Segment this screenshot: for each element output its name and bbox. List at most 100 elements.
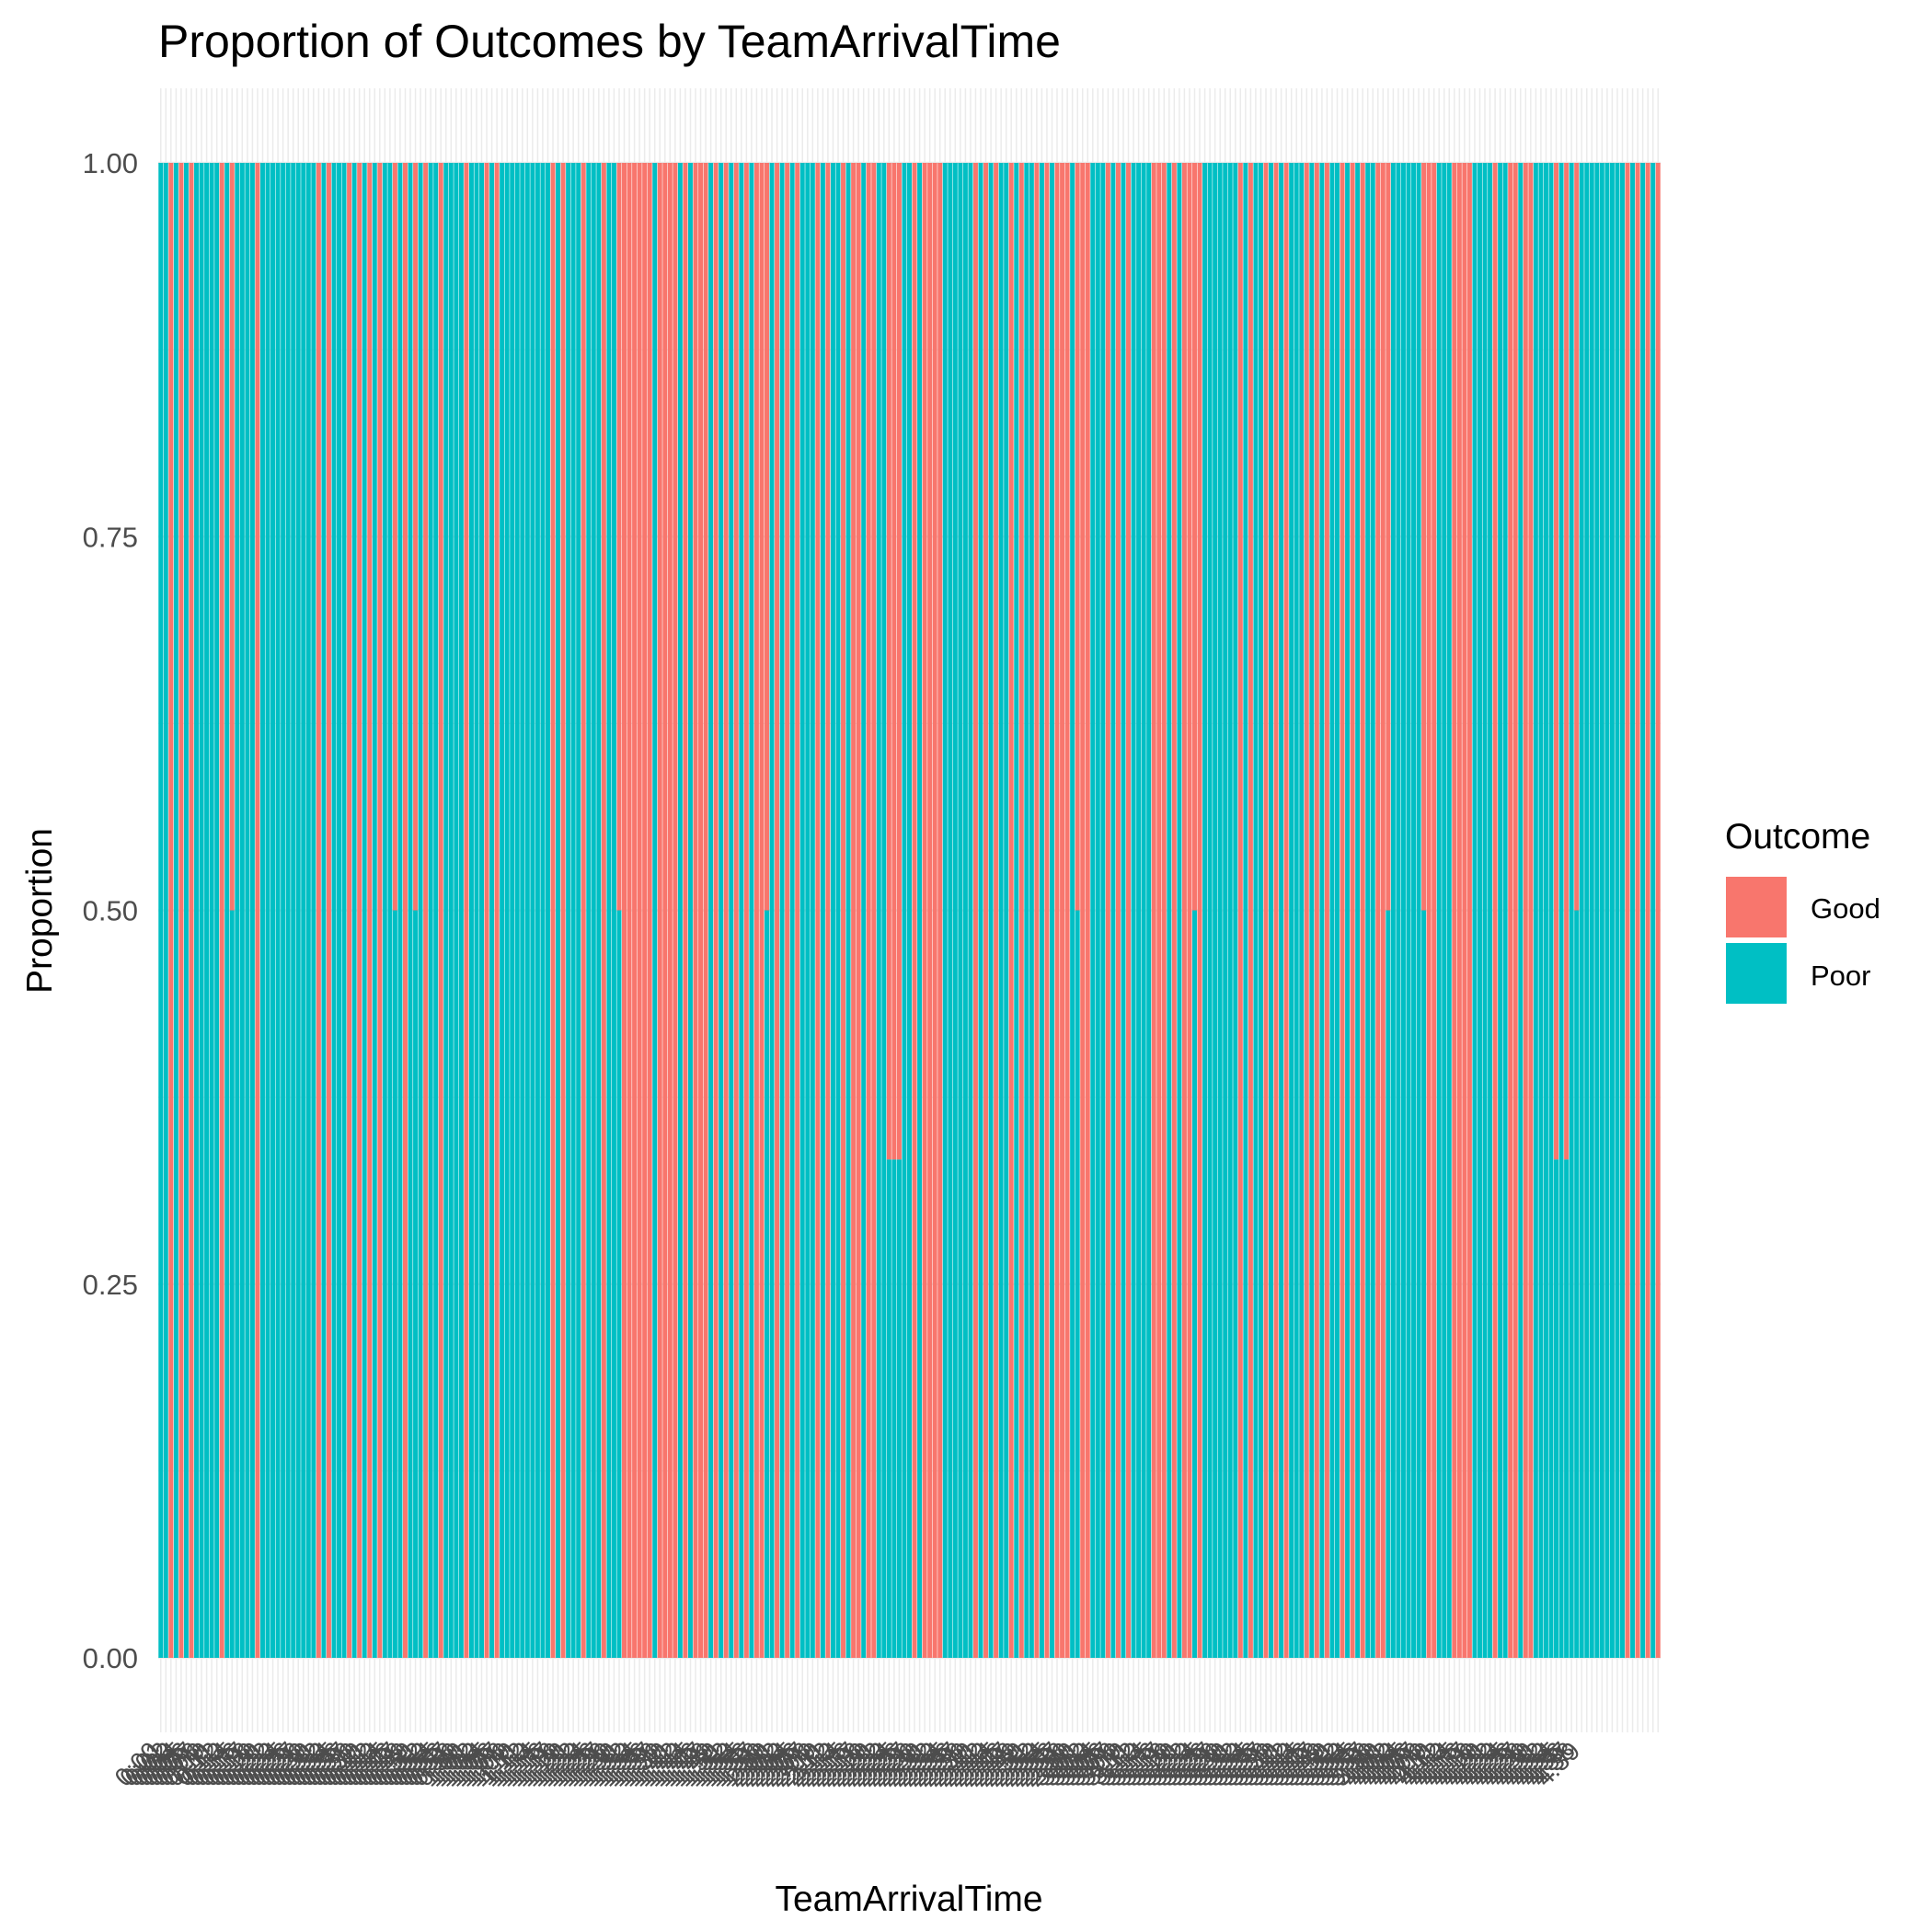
bar-poor xyxy=(275,163,281,1658)
bar-poor xyxy=(305,163,311,1658)
bar-poor xyxy=(474,163,479,1658)
bar-poor xyxy=(1095,163,1100,1658)
legend-key-good xyxy=(1726,877,1787,937)
bar-good xyxy=(1080,163,1086,1658)
bar-poor xyxy=(1446,163,1452,1658)
bar-poor xyxy=(891,1159,897,1658)
legend-label-poor: Poor xyxy=(1811,960,1870,992)
bar-poor xyxy=(1355,163,1361,1658)
bar-poor xyxy=(652,163,658,1658)
bar-good xyxy=(189,163,194,1658)
bar-poor xyxy=(479,163,485,1658)
bar-poor xyxy=(1202,163,1208,1658)
bar-poor xyxy=(1233,163,1238,1658)
bar-poor xyxy=(1619,163,1625,1658)
bar-poor xyxy=(458,163,464,1658)
bar-poor xyxy=(535,163,540,1658)
bar-poor xyxy=(249,163,255,1658)
bar-poor xyxy=(1131,163,1136,1658)
bar-poor xyxy=(845,163,851,1658)
bar-good xyxy=(168,163,174,1658)
bar-good xyxy=(1426,163,1432,1658)
bar-good xyxy=(1380,163,1386,1658)
bar-good xyxy=(560,163,566,1658)
bar-good xyxy=(983,163,989,1658)
bar-poor xyxy=(331,163,337,1658)
bar-poor xyxy=(1518,163,1524,1658)
bar-good xyxy=(1197,163,1202,1658)
bar-good xyxy=(1421,163,1427,911)
bar-good xyxy=(667,163,673,1658)
bar-poor xyxy=(805,163,811,1658)
bar-good xyxy=(1171,163,1177,1658)
bar-poor xyxy=(387,163,393,1658)
legend-title: Outcome xyxy=(1725,817,1870,857)
bar-good xyxy=(775,163,780,1658)
bar-poor xyxy=(749,163,754,1658)
bar-poor xyxy=(1223,163,1228,1658)
bar-good xyxy=(229,163,235,911)
bar-poor xyxy=(1070,163,1075,1658)
bar-good xyxy=(673,163,678,1658)
bar-good xyxy=(1181,163,1187,1658)
bar-good xyxy=(1375,163,1381,1658)
bar-good xyxy=(642,163,648,1658)
bar-poor xyxy=(433,163,439,1658)
bar-poor xyxy=(224,163,230,1658)
bar-poor xyxy=(1075,910,1080,1658)
bar-poor xyxy=(1386,910,1391,1658)
bar-poor xyxy=(1498,163,1503,1658)
bar-good xyxy=(927,163,933,1658)
bar-poor xyxy=(321,163,327,1658)
bar-good xyxy=(1237,163,1243,1658)
bar-good xyxy=(392,163,397,911)
bar-good xyxy=(1034,163,1040,1658)
bar-poor xyxy=(158,163,164,1658)
bar-poor xyxy=(199,163,204,1658)
bar-good xyxy=(759,163,765,1658)
bar-poor xyxy=(504,163,510,1658)
bar-poor xyxy=(1574,910,1580,1658)
bar-poor xyxy=(968,163,973,1658)
bar-good xyxy=(1115,163,1121,1658)
bar-poor xyxy=(810,163,815,1658)
bar-poor xyxy=(1213,163,1218,1658)
bar-poor xyxy=(1319,163,1325,1658)
bar-poor xyxy=(510,163,515,1658)
bar-poor xyxy=(265,163,270,1658)
y-tick-label: 0.00 xyxy=(83,1642,138,1674)
bar-good xyxy=(1645,163,1650,1658)
bar-poor xyxy=(1584,163,1590,1658)
legend-label-good: Good xyxy=(1811,892,1880,925)
bar-poor xyxy=(998,163,1004,1658)
bar-good xyxy=(733,163,739,1658)
bar-good xyxy=(693,163,698,1658)
bar-poor xyxy=(1177,163,1182,1658)
bars xyxy=(158,163,1661,1658)
bar-poor xyxy=(952,163,958,1658)
bar-poor xyxy=(1279,163,1284,1658)
bar-good xyxy=(357,163,362,1658)
bar-good xyxy=(765,163,769,911)
bar-good xyxy=(1655,163,1661,1658)
bar-poor xyxy=(886,1159,891,1658)
bar-poor xyxy=(270,163,276,1658)
bar-poor xyxy=(183,163,189,1658)
x-axis-title: TeamArrivalTime xyxy=(775,1880,1042,1919)
bar-poor xyxy=(1207,163,1213,1658)
bar-good xyxy=(785,163,790,1658)
bar-poor xyxy=(1141,163,1146,1658)
bar-poor xyxy=(408,163,413,1658)
bar-poor xyxy=(235,163,240,1658)
bar-good xyxy=(647,163,652,1658)
bar-poor xyxy=(1538,163,1544,1658)
bar-good xyxy=(1360,163,1365,1658)
bar-poor xyxy=(729,163,734,1658)
bar-good xyxy=(1126,163,1132,1658)
bar-poor xyxy=(1136,163,1142,1658)
bar-poor xyxy=(1548,163,1554,1658)
bar-good xyxy=(1554,163,1559,1160)
bar-good xyxy=(1187,163,1192,1658)
bar-good xyxy=(1161,163,1167,1658)
bar-poor xyxy=(173,163,178,1658)
